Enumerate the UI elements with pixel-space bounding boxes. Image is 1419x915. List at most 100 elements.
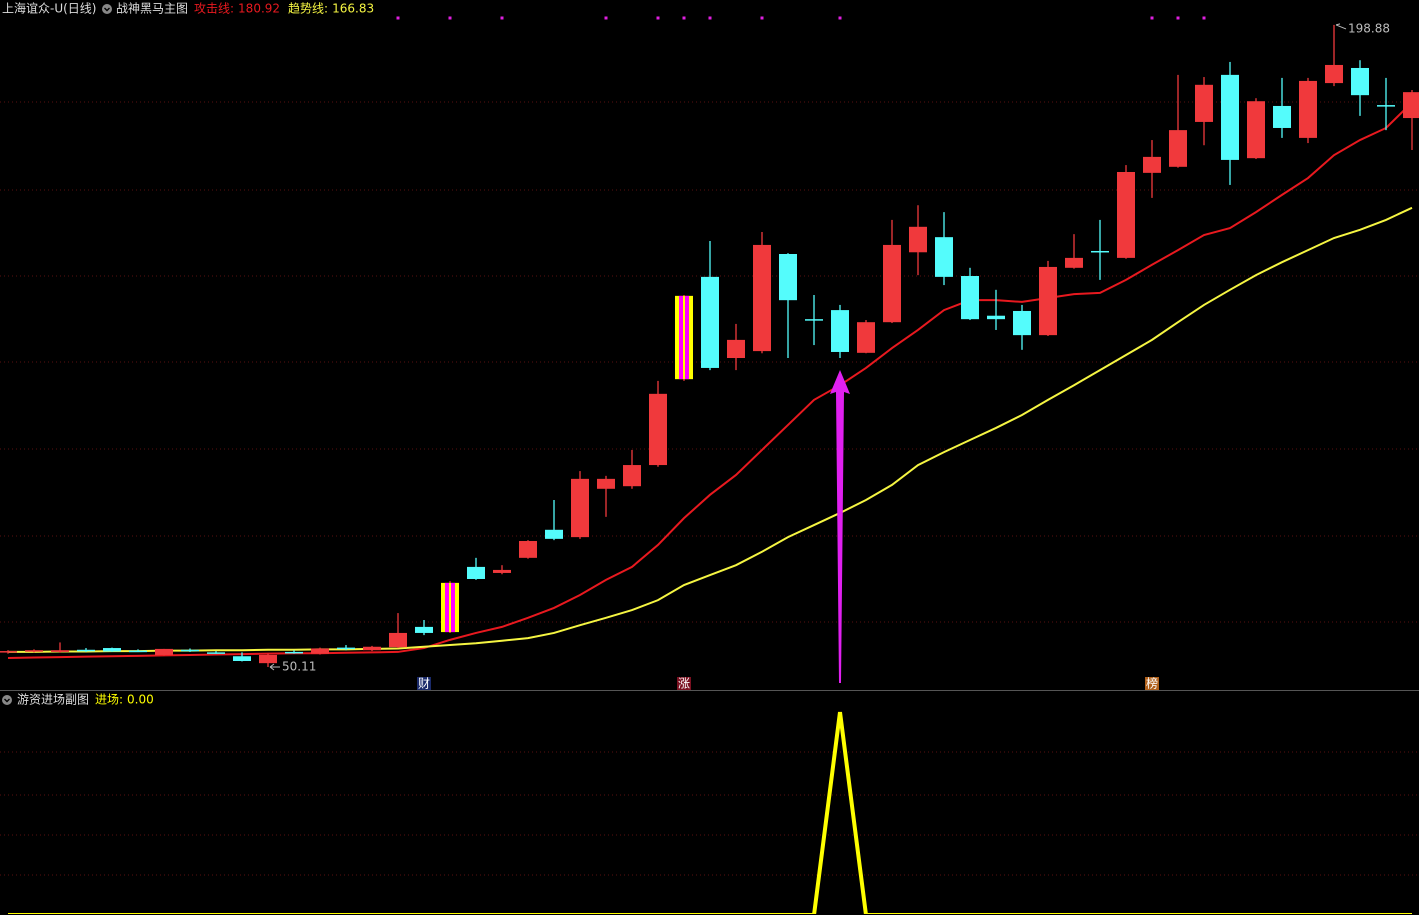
candle-body [1039,266,1057,336]
candle-body [909,226,927,253]
annotation-text: 榜 [1146,676,1158,691]
sub-plot [8,711,1412,914]
candle-body [727,339,745,359]
candle-body [285,651,303,654]
signal-dot [1150,16,1154,20]
candle-stripe [679,295,683,380]
signal-dot [656,16,660,20]
candle-body [675,295,693,380]
candle-body [415,626,433,633]
candle-body [1377,105,1395,107]
candle-body [519,541,537,558]
candle-body [493,569,511,573]
legend-value: 166.83 [332,2,374,16]
signal-dot [1176,16,1180,20]
signal-dot [682,16,686,20]
annotation-text: 财 [418,677,430,691]
min-pointer [269,663,280,671]
menu-chevron [4,698,10,703]
candle-body [129,650,147,653]
signal-dot [838,16,842,20]
legend-value: 0.00 [127,693,154,707]
candle-body [1091,250,1109,253]
annotation-text: 涨 [678,676,690,691]
candle-body [883,244,901,323]
candle-body [467,566,485,579]
signal-line [8,711,1412,914]
signal-dot [604,16,608,20]
menu-icon[interactable] [2,695,12,705]
max-label: 198.88 [1348,21,1390,35]
legend-name: 趋势线: [288,2,328,16]
candle-body [805,319,823,321]
candle-body [1403,92,1419,119]
candle-body [935,237,953,277]
candle-body [649,393,667,466]
candle-body [1325,64,1343,84]
signal-dot [448,16,452,20]
candle-body [1247,101,1265,159]
candle-body [857,322,875,353]
candle-body [597,478,615,489]
candle-body [545,529,563,539]
candle-body [623,465,641,487]
legend-name: 攻击线: [194,2,234,16]
annotation-box [417,677,431,690]
ma-line [8,206,1413,653]
candle-stripe [445,582,449,633]
legend-name: 进场: [95,693,123,707]
legend-value: 180.92 [238,2,280,16]
annotation-box [1145,677,1159,690]
candle-body [1221,74,1239,160]
candle-body [1351,67,1369,96]
candle-body [1195,84,1213,122]
sub-title: 游资进场副图 [17,693,89,707]
annotation-box [677,677,691,690]
min-label: 50.11 [282,659,316,673]
candle-body [1143,156,1161,173]
grid [0,101,1419,876]
candle-body [753,244,771,352]
candle-body [363,646,381,651]
candle-body [1273,105,1291,128]
candle-body [103,648,121,652]
candle-body [181,649,199,652]
candle-stripe [685,295,689,380]
candle-body [961,276,979,320]
menu-chevron [104,7,110,12]
candle-body [207,652,225,654]
candle-body [1117,171,1135,258]
signal-dot [500,16,504,20]
max-pointer [1335,23,1347,30]
candle-body [571,478,589,538]
candle-body [987,315,1005,320]
signal-dot [708,16,712,20]
menu-icon[interactable] [102,4,112,14]
candle-body [259,654,277,664]
signal-arrow [830,369,850,683]
candle-body [1169,130,1187,167]
candle-body [337,647,355,650]
candle-body [1299,80,1317,138]
candle-body [701,276,719,368]
candle-stripe [451,582,455,633]
candle-body [389,632,407,648]
stock-name: 上海谊众-U(日线) [2,1,96,16]
candle-body [779,253,797,301]
candle-body [831,310,849,352]
candle-body [155,648,173,655]
candle-body [77,649,95,652]
signal-dot [396,16,400,20]
candle-body [25,650,43,652]
signal-dot [1202,16,1206,20]
candle-body [51,650,69,652]
candle-body [0,651,17,653]
signal-dot [760,16,764,20]
candle-body [1065,257,1083,268]
candle-body [1013,310,1031,336]
main-title: 战神黑马主图 [116,2,188,16]
candle-body [441,582,459,633]
candle-body [311,648,329,654]
